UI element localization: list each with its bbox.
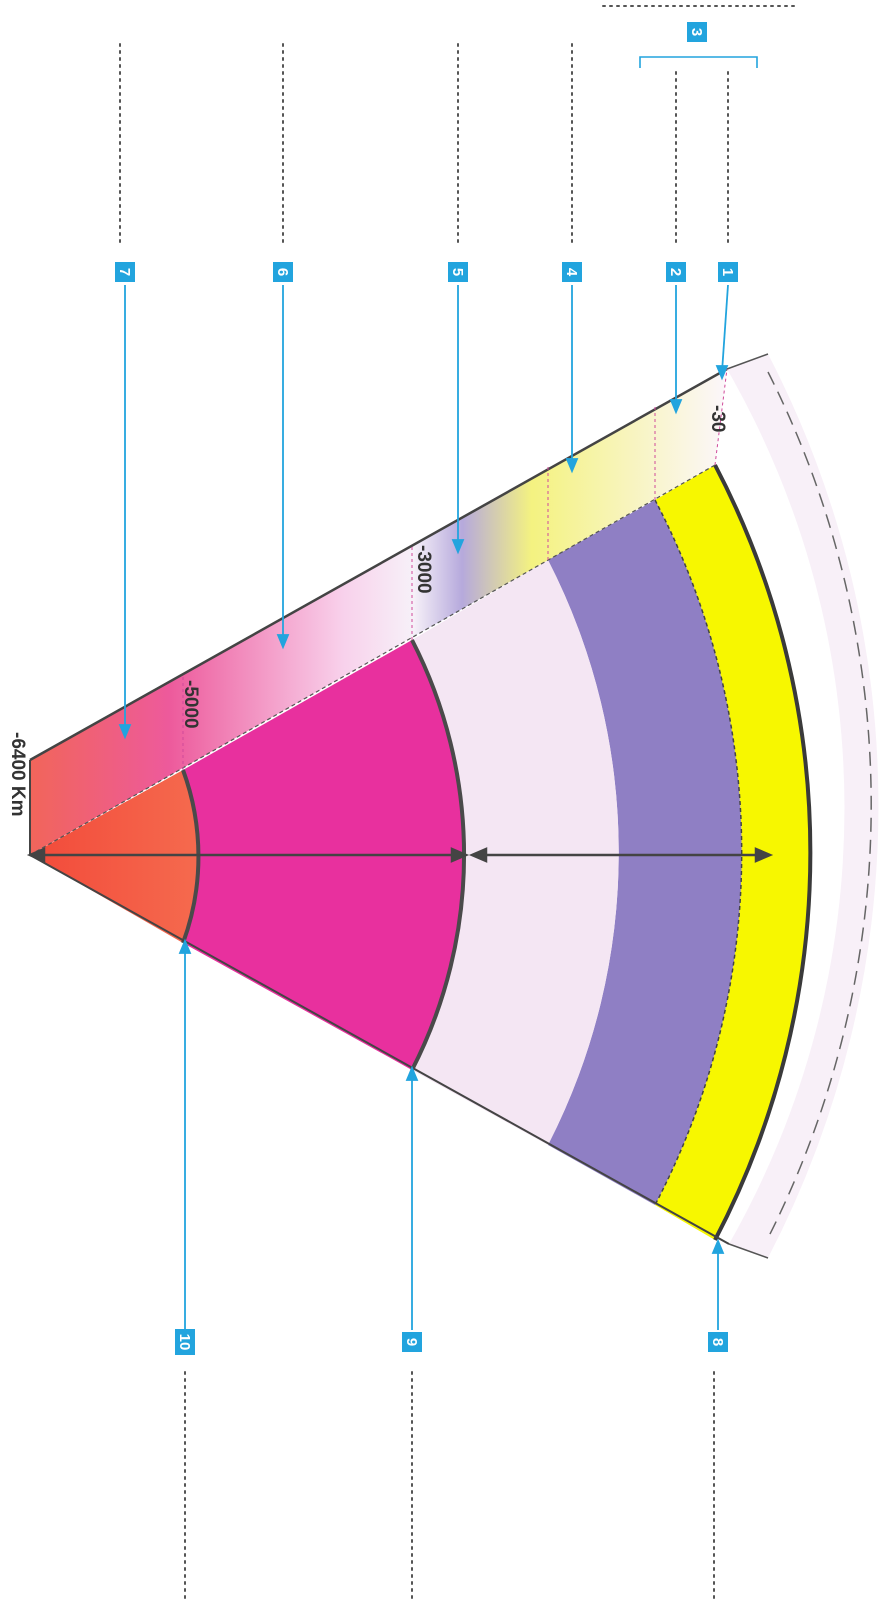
svg-text:1: 1 [719, 268, 736, 276]
callout-7: 7 [115, 262, 135, 282]
callout-4: 4 [562, 262, 582, 282]
surface-boundary [713, 464, 813, 1241]
radius-arrows [26, 847, 774, 863]
callout-10: 10 [175, 1329, 195, 1355]
svg-text:4: 4 [563, 268, 580, 277]
callout-8: 8 [708, 1332, 728, 1352]
svg-text:10: 10 [176, 1334, 193, 1351]
depth-line-30 [714, 368, 728, 466]
svg-text:9: 9 [403, 1338, 420, 1346]
asthenosphere-band [548, 500, 742, 1205]
callout-9: 9 [402, 1332, 422, 1352]
callout-arrows-top [118, 284, 729, 740]
cone-bottom-edge [29, 854, 730, 1245]
svg-text:2: 2 [667, 268, 684, 276]
callout-6: 6 [273, 262, 293, 282]
lithosphere-boundary [654, 499, 743, 1206]
crust-dashed-outline [767, 371, 872, 1239]
callout-2: 2 [666, 262, 686, 282]
inner-core [30, 770, 199, 943]
crust-right-edge [726, 353, 769, 370]
lower-mantle-band [412, 560, 619, 1145]
answer-lines-bottom [184, 1371, 715, 1601]
inner-core-boundary [181, 769, 201, 944]
cone-cut-edge [29, 464, 716, 856]
svg-text:3: 3 [688, 28, 705, 36]
depth-label-3000: -3000 [413, 545, 434, 594]
cone-top-edge [29, 367, 728, 762]
callout-1: 1 [718, 262, 738, 282]
callout-3-bracket [639, 56, 758, 68]
depth-label-30: -30 [707, 405, 728, 432]
lithosphere-band [655, 465, 811, 1240]
svg-text:5: 5 [449, 268, 466, 276]
answer-lines-top [119, 5, 796, 243]
depth-label-6400: -6400 Km [7, 732, 28, 817]
callout-arrows-bottom [178, 938, 725, 1330]
svg-text:6: 6 [274, 268, 291, 276]
callout-3: 3 [687, 22, 707, 42]
depth-label-5000: -5000 [180, 680, 201, 729]
svg-text:7: 7 [116, 268, 133, 276]
crust-bottom-edge [728, 1243, 769, 1259]
callout-5: 5 [448, 262, 468, 282]
cutaway-slice [30, 369, 727, 855]
svg-text:8: 8 [709, 1338, 726, 1346]
crust-region [727, 354, 879, 1258]
